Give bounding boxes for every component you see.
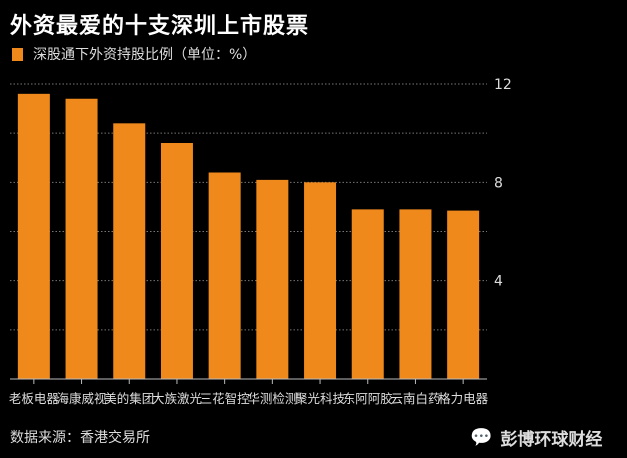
x-tick-label: 三花智控	[200, 391, 251, 406]
bar	[17, 93, 50, 379]
bar	[399, 209, 432, 379]
watermark-text: 彭博环球财经	[500, 430, 603, 450]
bar	[208, 172, 241, 379]
x-tick-label: 聚光科技	[295, 391, 346, 406]
bar	[113, 123, 146, 379]
x-tick-label: 格力电器	[438, 391, 489, 406]
bar	[65, 98, 98, 379]
y-tick-label: 4	[494, 274, 503, 290]
wechat-icon: 💬	[470, 427, 493, 448]
bar	[304, 182, 337, 379]
legend-label: 深股通下外资持股比例（单位：%）	[33, 47, 257, 63]
watermark: 💬 彭博环球财经	[470, 425, 602, 450]
x-tick-label: 老板电器	[9, 391, 60, 406]
x-tick-label: 云南白药	[390, 391, 440, 406]
y-tick-label: 12	[494, 77, 512, 93]
bar	[256, 179, 289, 379]
bar	[160, 143, 193, 379]
legend: 深股通下外资持股比例（单位：%）	[12, 44, 256, 64]
bar	[351, 209, 384, 379]
x-tick-label: 美的集团	[104, 391, 154, 406]
x-tick-label: 海康威视	[57, 391, 108, 406]
x-tick-label: 大族激光	[152, 391, 202, 406]
bar	[447, 210, 480, 379]
legend-swatch	[12, 47, 23, 61]
x-tick-label: 东阿阿胶	[343, 391, 393, 406]
x-tick-label: 华测检测	[247, 391, 297, 406]
y-tick-label: 8	[494, 175, 503, 191]
chart-title: 外资最爱的十支深圳上市股票	[10, 14, 310, 39]
source-note: 数据来源：香港交易所	[10, 430, 150, 446]
